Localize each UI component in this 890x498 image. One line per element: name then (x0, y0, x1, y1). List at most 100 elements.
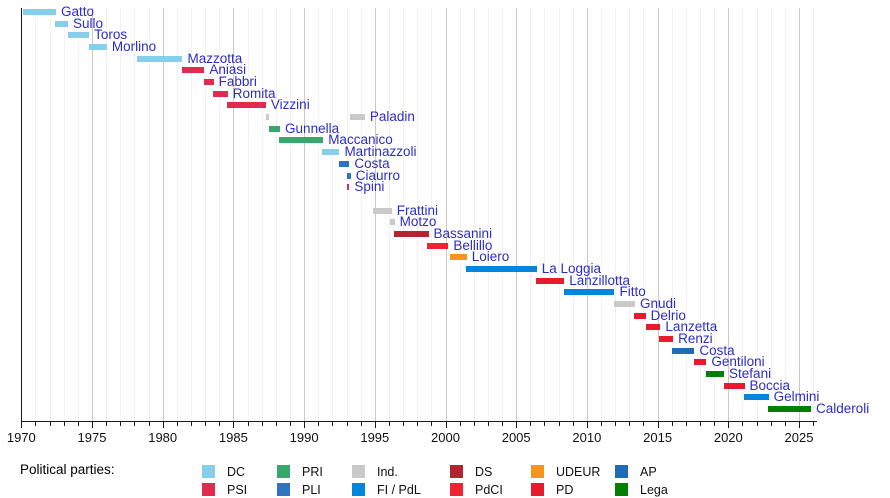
gridline-1990 (304, 8, 306, 421)
timeline-bar-mazzotta (137, 55, 183, 62)
tick-label-2000: 2000 (431, 429, 460, 445)
timeline-bar-martinazzoli (322, 149, 340, 156)
gridline-1979 (148, 8, 150, 421)
tick-2009 (572, 422, 574, 426)
tick-label-1970: 1970 (6, 429, 36, 445)
minister-label-gentiloni: Gentiloni (711, 354, 765, 370)
tick-label-1980: 1980 (148, 429, 178, 445)
tick-2022 (756, 422, 758, 426)
tick-1980 (162, 422, 164, 428)
minister-label-fabbri: Fabbri (218, 74, 257, 90)
minister-label-lanzillotta: Lanzillotta (569, 272, 631, 288)
minister-label-paladin: Paladin (369, 109, 415, 125)
gridline-1991 (318, 8, 320, 421)
tick-label-1975: 1975 (77, 429, 107, 445)
minister-label-morlino: Morlino (111, 39, 157, 55)
gridline-2005 (516, 8, 518, 421)
gridline-2001 (459, 8, 461, 421)
legend-label-pli: PLI (302, 483, 321, 497)
gridline-2021 (742, 8, 744, 421)
gridline-2003 (487, 8, 489, 421)
tick-1994 (360, 422, 362, 426)
tick-2005 (516, 422, 518, 428)
legend-swatch-lega (615, 483, 628, 496)
tick-2024 (784, 422, 786, 426)
timeline-bar-loiero (449, 254, 467, 261)
timeline-bar-gunnella (268, 125, 281, 132)
timeline-bar-fitto (563, 289, 615, 296)
gridline-1998 (417, 8, 419, 421)
tick-1988 (275, 422, 277, 426)
gridline-1983 (205, 8, 207, 421)
timeline-bar-ciaurro (347, 172, 351, 179)
tick-2017 (685, 422, 687, 426)
gridline-2022 (756, 8, 758, 421)
legend-label-ds: DS (475, 465, 493, 479)
tick-2020 (728, 422, 730, 428)
timeline-bar-vizzini (227, 102, 266, 109)
minister-label-romita: Romita (232, 85, 276, 101)
minister-label-toros: Toros (94, 27, 128, 43)
legend-label-dc: DC (227, 465, 246, 479)
timeline-bar-aniasi (182, 67, 205, 74)
gridline-1993 (346, 8, 348, 421)
tick-label-2025: 2025 (784, 429, 814, 445)
legend-swatch-ds (450, 465, 463, 478)
minister-label-sullo: Sullo (72, 15, 103, 31)
gridline-2018 (700, 8, 702, 421)
tick-1987 (261, 422, 263, 426)
timeline-bar-lanzillotta (535, 277, 565, 284)
gridline-1999 (431, 8, 433, 421)
gridline-1978 (134, 8, 136, 421)
tick-2003 (487, 422, 489, 426)
legend-swatch-udeur (531, 465, 544, 478)
tick-1991 (318, 422, 320, 426)
gridline-2009 (572, 8, 574, 421)
gridline-2007 (544, 8, 546, 421)
timeline-bar-gentiloni (693, 359, 707, 366)
tick-1981 (176, 422, 178, 426)
legend-swatch-ap (615, 465, 628, 478)
tick-2021 (742, 422, 744, 426)
legend-label-ap: AP (640, 465, 657, 479)
timeline-bar-maccanico (278, 137, 324, 144)
tick-label-1990: 1990 (289, 429, 319, 445)
gridline-2013 (629, 8, 631, 421)
tick-1986 (247, 422, 249, 426)
minister-label-aniasi: Aniasi (209, 62, 247, 78)
gridline-1984 (219, 8, 221, 421)
gridline-2004 (502, 8, 504, 421)
tick-2013 (629, 422, 631, 426)
gridline-1996 (388, 8, 390, 421)
legend-swatch-psi (202, 483, 215, 496)
gridline-1992 (332, 8, 334, 421)
gridline-2002 (473, 8, 475, 421)
gridline-2017 (685, 8, 687, 421)
tick-2012 (615, 422, 617, 426)
minister-label-motzo: Motzo (399, 214, 437, 230)
tick-2008 (558, 422, 560, 426)
gridline-2019 (714, 8, 716, 421)
tick-1976 (106, 422, 108, 426)
tick-2014 (643, 422, 645, 426)
tick-1984 (219, 422, 221, 426)
gridline-2025 (799, 8, 800, 421)
timeline-bar-stefani (706, 371, 725, 378)
timeline-bar-gatto (22, 9, 56, 15)
minister-label-delrio: Delrio (650, 307, 686, 323)
minister-label-costa: Costa (699, 342, 735, 358)
tick-1979 (148, 422, 150, 426)
gridline-1971 (35, 8, 37, 421)
tick-1978 (134, 422, 136, 426)
minister-label-maccanico: Maccanico (328, 132, 393, 148)
y-axis (20, 8, 23, 422)
minister-label-bellillo: Bellillo (453, 237, 493, 253)
legend-label-ind-: Ind. (377, 465, 398, 479)
minister-label-calderoli: Calderoli (816, 401, 870, 417)
minister-label-gelmini: Gelmini (773, 389, 820, 405)
minister-label-martinazzoli: Martinazzoli (344, 144, 417, 160)
tick-2011 (601, 422, 603, 426)
timeline-bar-gelmini (743, 394, 769, 401)
legend-swatch-fi-pdl (352, 483, 365, 496)
